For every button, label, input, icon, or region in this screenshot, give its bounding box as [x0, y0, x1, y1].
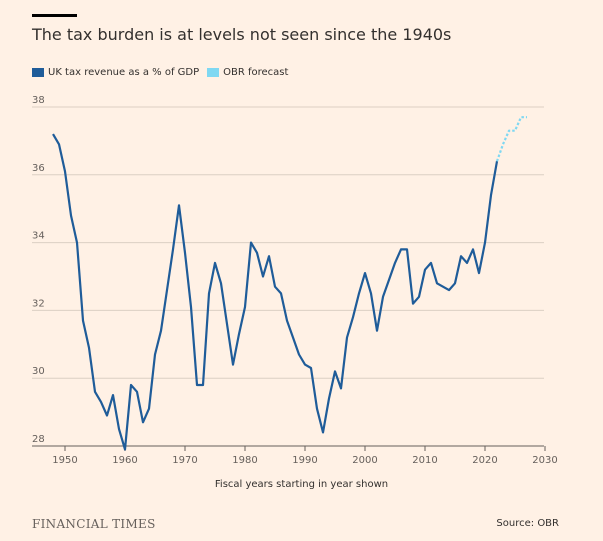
ft-brand-logo: FINANCIAL TIMES — [32, 517, 156, 531]
x-tick-label: 2000 — [352, 455, 377, 466]
y-gridlines — [32, 107, 544, 446]
x-tick-label: 2030 — [532, 455, 557, 466]
x-tick-label: 1980 — [232, 455, 257, 466]
x-tick-label: 1990 — [292, 455, 317, 466]
x-tick-label: 1950 — [52, 455, 77, 466]
line-chart: 28 30 32 34 36 38 1950 1960 1970 1980 1990 2000 201… — [0, 0, 603, 500]
y-tick-label: 38 — [32, 95, 45, 106]
x-axis-label: Fiscal years starting in year shown — [0, 479, 603, 490]
y-tick-label: 32 — [32, 298, 45, 309]
data-series — [53, 117, 527, 449]
x-tick-labels: 1950 1960 1970 1980 1990 2000 2010 2020 2030 — [52, 446, 557, 466]
y-tick-labels: 28 30 32 34 36 38 — [32, 95, 45, 445]
y-tick-label: 34 — [32, 231, 45, 242]
y-tick-label: 28 — [32, 434, 45, 445]
x-tick-label: 1970 — [172, 455, 197, 466]
y-tick-label: 36 — [32, 163, 45, 174]
x-tick-label: 1960 — [112, 455, 137, 466]
x-tick-label: 2020 — [472, 455, 497, 466]
series-line-tax-revenue — [53, 134, 497, 449]
series-line-obr-forecast — [497, 117, 527, 161]
x-tick-label: 2010 — [412, 455, 437, 466]
source-note: Source: OBR — [496, 518, 559, 529]
y-tick-label: 30 — [32, 366, 45, 377]
